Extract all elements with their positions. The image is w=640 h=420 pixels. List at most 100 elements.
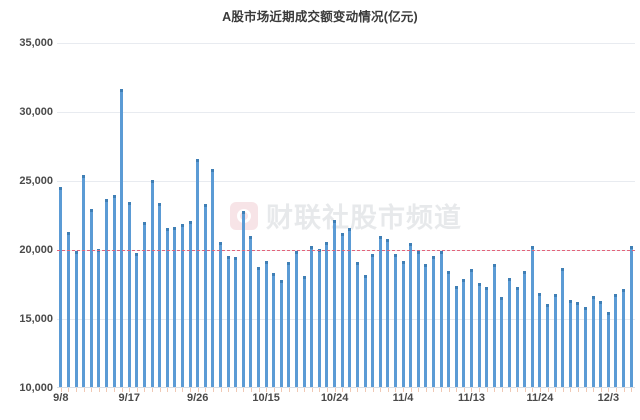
x-tick-mark (608, 388, 610, 392)
bar (530, 245, 534, 388)
bar (591, 295, 595, 388)
bar (333, 219, 337, 388)
bar-cap (257, 266, 261, 270)
x-tick-mark (288, 388, 290, 392)
x-tick-mark (418, 388, 420, 392)
x-tick-mark (532, 388, 534, 392)
bar (74, 251, 78, 388)
bar-cap (272, 273, 276, 277)
bar-cap (188, 221, 192, 225)
x-tick-mark (311, 388, 313, 392)
bar (355, 262, 359, 388)
bar (409, 243, 413, 388)
bar (538, 292, 542, 388)
bar-cap (523, 270, 527, 274)
x-tick-mark (593, 388, 595, 392)
x-tick-mark (600, 388, 602, 392)
bar (447, 270, 451, 388)
bar (431, 255, 435, 388)
bar-cap (546, 303, 550, 307)
bar-cap (173, 226, 177, 230)
bar (485, 287, 489, 388)
bar (416, 251, 420, 388)
x-tick-mark (357, 388, 359, 392)
x-tick-mark (509, 388, 511, 392)
x-tick-mark (395, 388, 397, 392)
bar (393, 254, 397, 388)
bar (135, 252, 139, 388)
y-tick-label: 20,000 (19, 244, 53, 256)
bar-cap (439, 251, 443, 255)
x-tick-mark (136, 388, 138, 392)
bar-cap (287, 262, 291, 266)
x-tick-mark (365, 388, 366, 392)
bar-cap (447, 270, 451, 274)
gridline (57, 43, 635, 44)
bar-cap (127, 201, 131, 205)
bar (158, 203, 162, 388)
y-tick-label: 10,000 (19, 382, 53, 394)
bar (173, 226, 177, 388)
bar-cap (203, 204, 207, 208)
x-tick-mark (448, 388, 450, 392)
x-tick-mark (577, 388, 579, 392)
x-tick-mark (197, 388, 199, 392)
x-tick-label: 10/15 (252, 392, 280, 404)
x-tick-mark (83, 388, 85, 392)
bar-cap (508, 277, 511, 281)
bar (165, 227, 169, 388)
bar (257, 266, 261, 388)
bar-cap (431, 255, 435, 259)
bar-cap (599, 301, 603, 305)
x-tick-mark (326, 388, 328, 392)
bar-cap (158, 203, 162, 207)
x-tick-mark (258, 388, 260, 392)
bar-cap (142, 222, 146, 226)
bar (462, 278, 466, 388)
bar (584, 306, 588, 388)
x-tick-mark (250, 388, 252, 392)
x-tick-mark (463, 388, 465, 392)
bar (340, 233, 344, 388)
bar-cap (340, 233, 344, 237)
x-tick-mark (372, 388, 374, 392)
bar-cap (219, 241, 222, 245)
bar-cap (424, 263, 428, 267)
bar (325, 241, 329, 388)
x-tick-mark (539, 388, 541, 392)
bar (424, 263, 428, 388)
x-tick-mark (296, 388, 298, 392)
x-tick-mark (114, 388, 116, 392)
x-axis-tick-marks (57, 388, 635, 393)
bar-cap (477, 283, 481, 287)
bar-cap (196, 158, 200, 162)
x-axis: 9/8 9/17 9/26 10/15 10/24 11/4 11/13 11/24 12/3 (53, 390, 635, 416)
bar (606, 312, 610, 388)
x-axis-baseline (57, 387, 635, 388)
bar (568, 299, 572, 388)
x-tick-mark (243, 388, 245, 392)
gridline (57, 112, 635, 113)
x-tick-label: 9/8 (53, 392, 69, 404)
x-tick-mark (144, 388, 146, 392)
bar (97, 248, 101, 388)
bar (226, 255, 230, 388)
bar (82, 175, 86, 388)
bar-cap (363, 274, 367, 278)
bar (203, 204, 207, 388)
bar (120, 88, 124, 388)
x-tick-mark (585, 388, 587, 392)
x-tick-mark (266, 388, 268, 392)
bar-cap (241, 211, 245, 215)
x-tick-mark (456, 388, 458, 392)
bar (477, 283, 481, 388)
bar-cap (606, 312, 610, 316)
bar-cap (538, 292, 542, 296)
bar (89, 208, 93, 388)
bar-cap (355, 262, 359, 266)
x-tick-mark (281, 388, 283, 392)
x-tick-label: 11/13 (458, 392, 485, 404)
bar (295, 251, 299, 388)
x-tick-mark (220, 388, 222, 392)
x-tick-label: 12/3 (597, 392, 620, 404)
